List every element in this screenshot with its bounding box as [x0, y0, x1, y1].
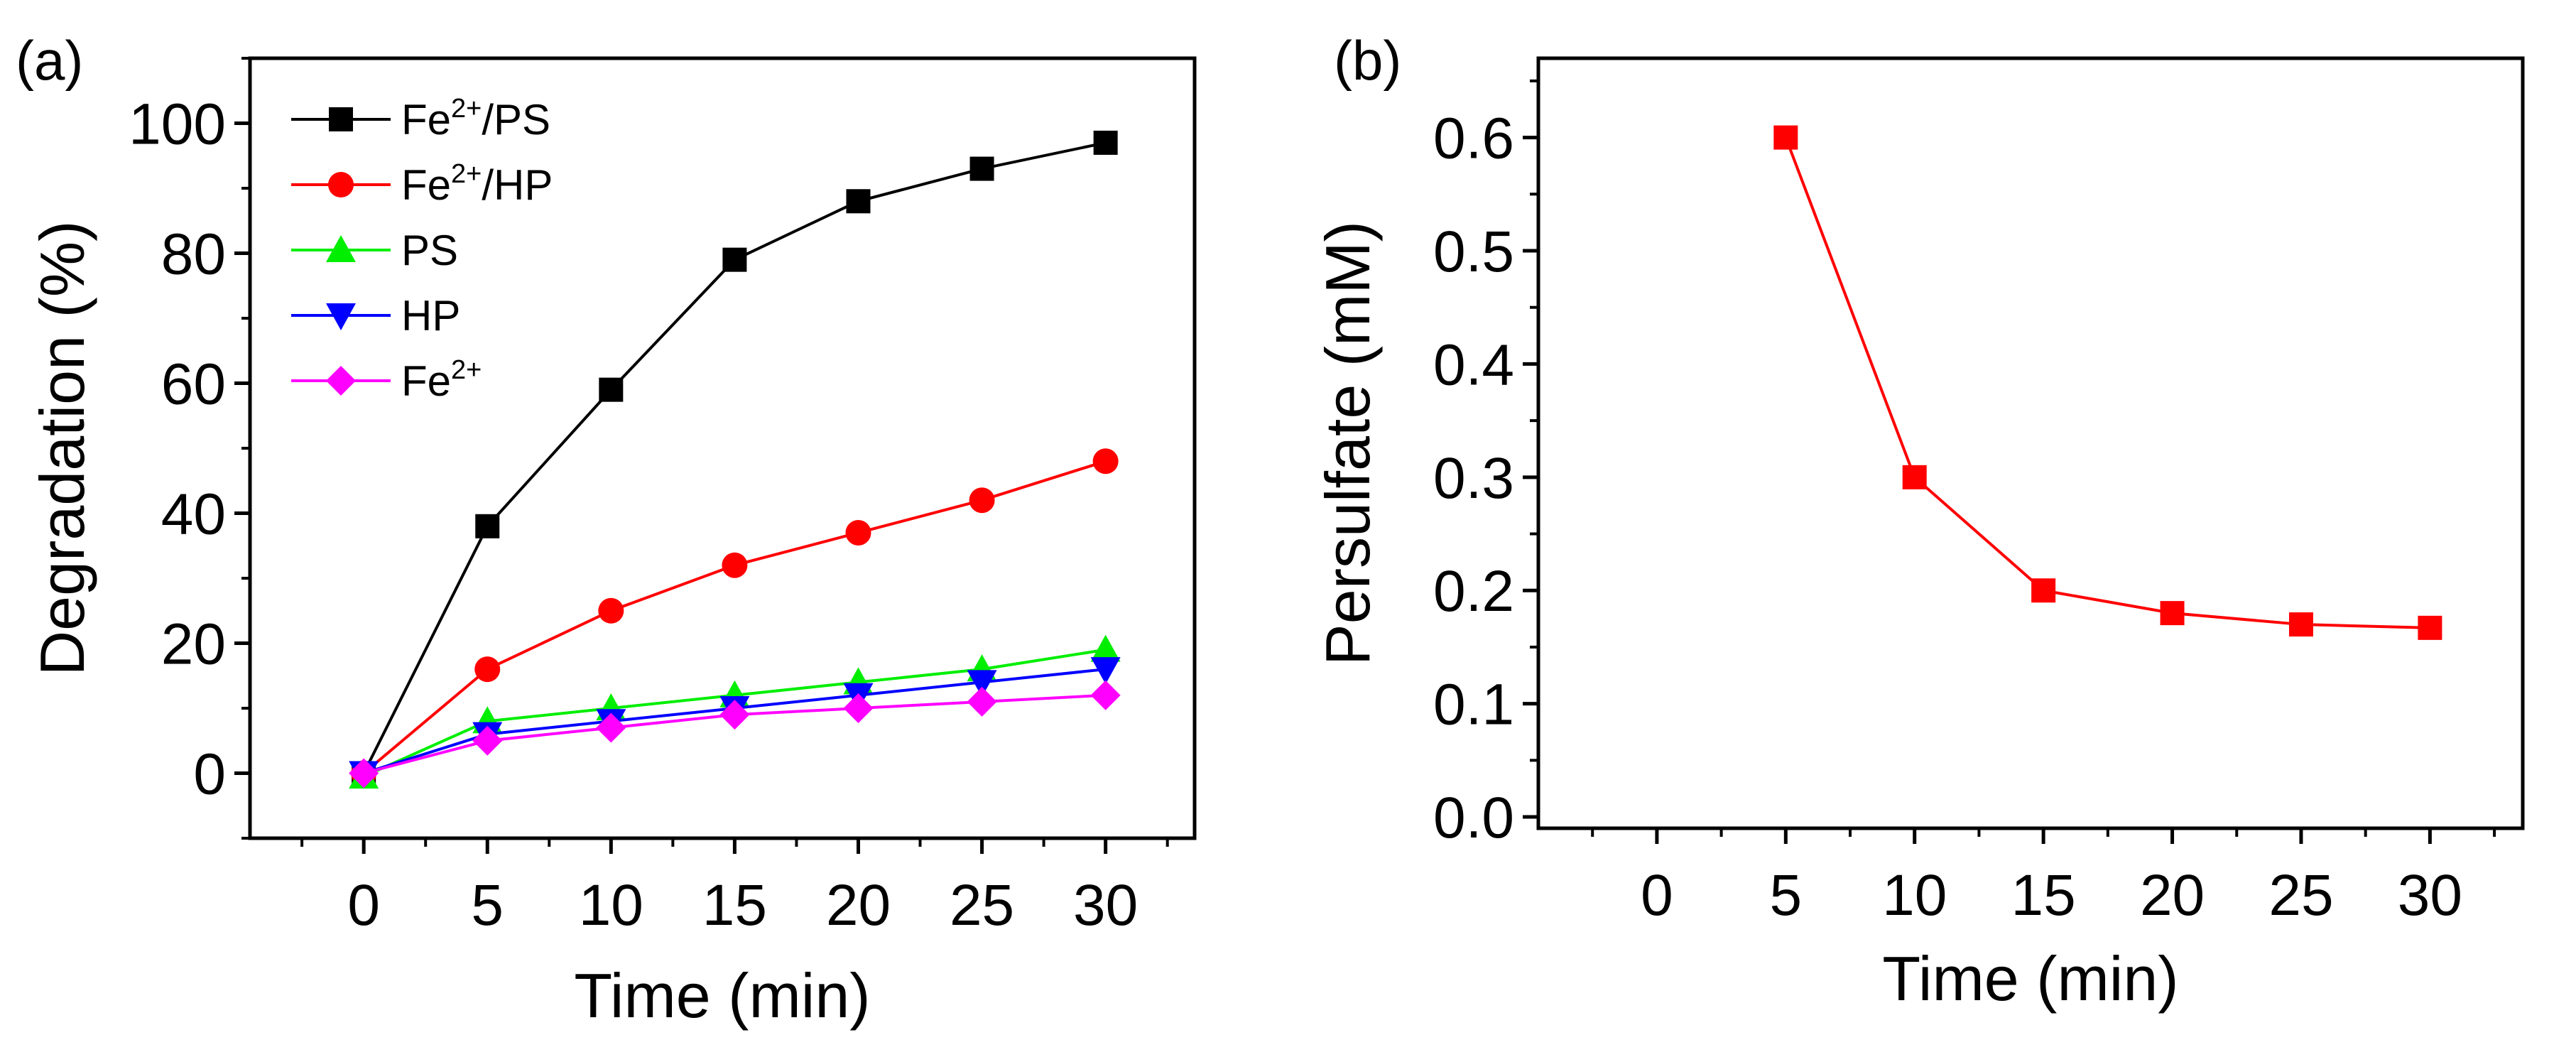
data-point [2160, 601, 2185, 626]
y-tick-label: 0.1 [1433, 673, 1514, 737]
legend-label: PS [401, 227, 458, 274]
legend-label-main: Fe [401, 161, 451, 209]
data-point [596, 712, 626, 743]
x-tick-label: 30 [1073, 873, 1138, 938]
y-tick-label: 0.3 [1433, 446, 1514, 511]
legend-label-superscript: 2+ [451, 159, 482, 189]
panel-a-label: (a) [16, 29, 83, 92]
panel-b-plot-frame [1536, 56, 2525, 830]
panel-b-x-axis: 0 5 10 15 20 25 30 [1591, 828, 2496, 928]
data-point [722, 552, 748, 578]
data-point [1090, 634, 1121, 662]
panel-b: (b) 0.0 0.1 0.2 0.3 0.4 0.5 0.6 0 5 10 15 20 25 30 T… [1313, 29, 2525, 1014]
data-point [967, 670, 997, 698]
x-tick-label: 0 [347, 873, 380, 938]
x-tick-label: 30 [2398, 863, 2462, 928]
data-point [845, 519, 871, 546]
x-tick-label: 25 [2268, 863, 2333, 928]
legend-label: Fe2+/PS [401, 94, 550, 143]
panel-a-series-group [349, 130, 1121, 789]
x-tick-label: 15 [702, 873, 767, 938]
y-tick-label: 0.6 [1433, 107, 1514, 171]
x-tick-label: 5 [471, 873, 504, 938]
data-point [472, 725, 503, 756]
data-point [1092, 448, 1119, 475]
legend-marker [328, 172, 354, 197]
panel-b-series-group [1773, 125, 2442, 640]
legend-label: Fe2+/HP [401, 159, 553, 209]
y-tick-label: 0.5 [1433, 219, 1514, 284]
panel-a-y-axis-label: Degradation (%) [27, 221, 97, 676]
x-tick-label: 25 [950, 873, 1014, 938]
data-point [967, 686, 997, 717]
legend-label-rest: /HP [482, 161, 553, 209]
data-point [1090, 680, 1121, 710]
y-tick-label: 0.2 [1433, 559, 1514, 624]
legend-label-rest: /PS [482, 96, 550, 143]
y-tick-label: 20 [161, 612, 226, 677]
data-point [846, 189, 871, 214]
y-tick-label: 40 [161, 482, 226, 547]
series-line [1784, 136, 2430, 629]
legend-label-superscript: 2+ [451, 94, 482, 124]
legend-marker [326, 303, 356, 330]
y-tick-label: 0.0 [1433, 786, 1514, 850]
data-point [599, 377, 624, 402]
legend-label: HP [401, 292, 460, 340]
panel-b-label: (b) [1334, 29, 1401, 92]
panel-a-plot-frame [248, 56, 1197, 840]
legend-label-superscript: 2+ [451, 355, 482, 385]
data-point [843, 693, 874, 723]
y-tick-label: 80 [161, 222, 226, 287]
y-tick-label: 60 [161, 352, 226, 417]
legend-label-main: Fe [401, 357, 451, 405]
data-point [598, 597, 624, 624]
y-tick-label: 100 [129, 92, 226, 157]
legend-marker [329, 107, 353, 131]
data-point [349, 758, 379, 788]
data-point [1090, 657, 1121, 685]
legend-label-main: PS [401, 227, 458, 274]
data-point [969, 156, 994, 181]
data-point [969, 487, 995, 514]
data-point [722, 247, 747, 272]
panel-b-y-axis-label: Persulfate (mM) [1313, 221, 1383, 666]
y-tick-label: 0.4 [1433, 332, 1514, 397]
x-tick-label: 0 [1641, 863, 1673, 928]
legend-label-main: HP [401, 292, 460, 340]
x-tick-label: 20 [826, 873, 891, 938]
data-point [474, 656, 501, 683]
data-point [1902, 465, 1927, 489]
data-point [719, 700, 750, 730]
data-point [2288, 612, 2313, 637]
legend-label: Fe2+ [401, 355, 482, 405]
panel-b-x-axis-label: Time (min) [1882, 943, 2178, 1014]
panel-a-x-axis-label: Time (min) [574, 960, 870, 1031]
data-point [1093, 130, 1118, 155]
x-tick-label: 20 [2140, 863, 2205, 928]
data-point [2031, 578, 2056, 603]
legend-label-main: Fe [401, 96, 451, 143]
panel-a-x-axis: 0 5 10 15 20 25 30 [300, 838, 1169, 938]
data-point [1773, 125, 1798, 150]
data-point [2418, 615, 2442, 640]
x-tick-label: 5 [1770, 863, 1803, 928]
x-tick-label: 10 [579, 873, 643, 938]
y-tick-label: 0 [193, 742, 226, 807]
legend-marker [326, 235, 356, 262]
legend-marker [326, 366, 356, 396]
data-point [475, 514, 500, 538]
panel-b-y-axis: 0.0 0.1 0.2 0.3 0.4 0.5 0.6 [1433, 79, 1538, 850]
x-tick-label: 10 [1882, 863, 1947, 928]
x-tick-label: 15 [2011, 863, 2076, 928]
panel-a-y-axis: 0 20 40 60 80 100 [129, 57, 250, 840]
